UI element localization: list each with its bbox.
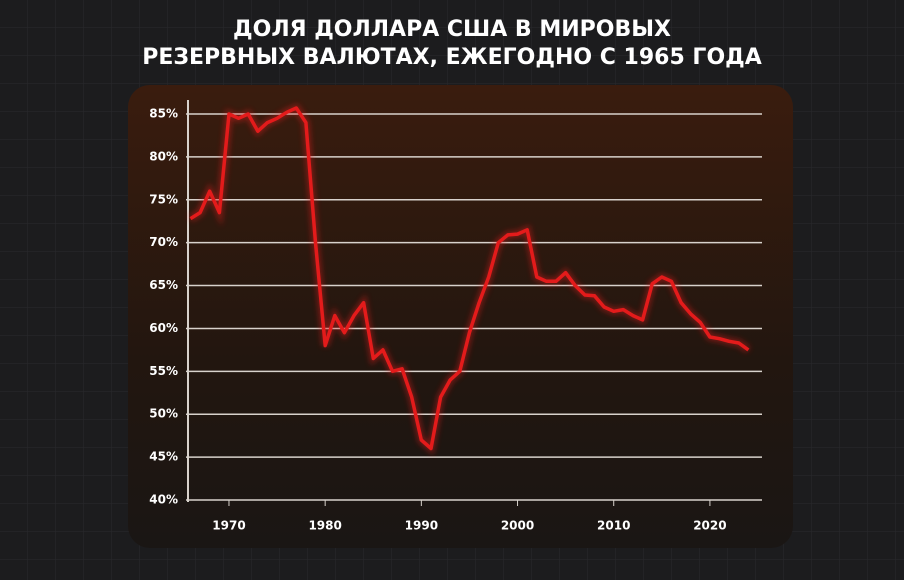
line	[189, 106, 750, 451]
x-tick-label: 2010	[597, 519, 630, 533]
chart-title: ДОЛЯ ДОЛЛАРА США В МИРОВЫХ	[233, 17, 671, 42]
y-tick-label: 40%	[149, 493, 178, 507]
y-tick-label: 45%	[149, 450, 178, 464]
y-tick-label: 75%	[149, 192, 178, 206]
x-tick-label: 2020	[693, 519, 726, 533]
x-tick-label: 1980	[308, 519, 341, 533]
y-tick-label: 65%	[149, 278, 178, 292]
y-tick-label: 50%	[149, 407, 178, 421]
y-tick-label: 55%	[149, 364, 178, 378]
y-tick-label: 85%	[149, 107, 178, 121]
x-tick-label: 1990	[405, 519, 438, 533]
chart-title: РЕЗЕРВНЫХ ВАЛЮТАХ, ЕЖЕГОДНО С 1965 ГОДА	[142, 45, 762, 70]
x-tick-label: 2000	[501, 519, 534, 533]
x-tick-label: 1970	[212, 519, 245, 533]
y-tick-label: 80%	[149, 149, 178, 163]
panel	[128, 85, 793, 548]
y-tick-label: 60%	[149, 321, 178, 335]
y-tick-label: 70%	[149, 235, 178, 249]
